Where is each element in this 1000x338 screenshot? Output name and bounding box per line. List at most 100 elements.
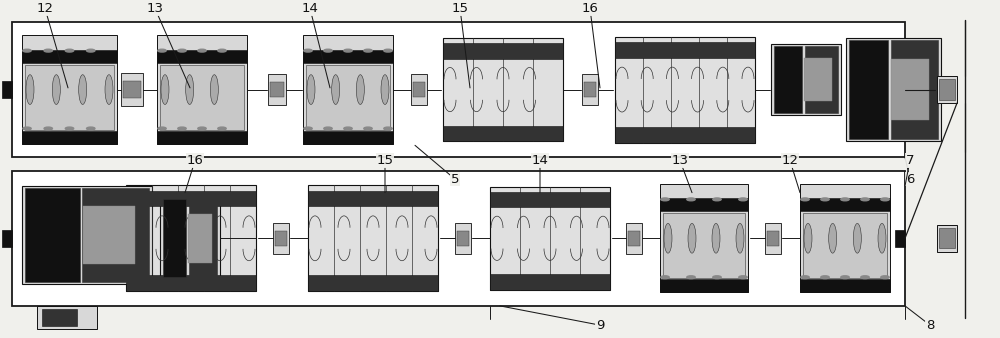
Bar	[12, 171, 905, 306]
Bar	[803, 213, 887, 278]
Bar	[660, 280, 748, 292]
Text: 13: 13	[672, 154, 692, 193]
Bar	[82, 188, 149, 282]
Circle shape	[178, 49, 186, 52]
Bar	[939, 79, 955, 100]
Text: 12: 12	[782, 154, 800, 193]
Bar	[42, 309, 77, 326]
Text: 16: 16	[185, 154, 203, 193]
Bar	[615, 42, 755, 58]
Bar	[891, 40, 938, 139]
Circle shape	[324, 127, 332, 130]
Ellipse shape	[688, 223, 696, 253]
Text: 16: 16	[582, 2, 600, 88]
Bar	[584, 82, 596, 97]
Bar	[121, 73, 143, 106]
Ellipse shape	[105, 75, 113, 104]
Bar	[157, 131, 247, 144]
Text: 15: 15	[452, 2, 470, 88]
Circle shape	[739, 198, 747, 201]
Ellipse shape	[804, 223, 812, 253]
Bar	[660, 198, 748, 211]
Bar	[626, 223, 642, 254]
Ellipse shape	[26, 75, 34, 104]
Text: 14: 14	[532, 154, 548, 193]
Bar	[275, 231, 287, 246]
Text: 14: 14	[302, 2, 330, 88]
Circle shape	[44, 127, 52, 130]
Circle shape	[713, 198, 721, 201]
Ellipse shape	[79, 75, 87, 104]
Circle shape	[344, 49, 352, 52]
Bar	[25, 65, 114, 129]
Bar	[804, 46, 838, 113]
Bar	[443, 38, 563, 141]
Bar	[157, 35, 247, 144]
Text: 12: 12	[36, 2, 68, 88]
Bar	[663, 213, 745, 278]
Ellipse shape	[878, 223, 886, 253]
Bar	[308, 185, 438, 291]
Ellipse shape	[381, 75, 389, 104]
Bar	[767, 231, 779, 246]
Bar	[582, 74, 598, 105]
Bar	[25, 188, 80, 282]
Bar	[846, 38, 941, 141]
Bar	[660, 184, 748, 292]
Bar	[411, 74, 427, 105]
Circle shape	[364, 49, 372, 52]
Circle shape	[687, 276, 695, 279]
Bar	[490, 274, 610, 290]
Text: 15: 15	[376, 154, 394, 193]
Circle shape	[198, 127, 206, 130]
Text: 8: 8	[905, 306, 934, 332]
Circle shape	[687, 198, 695, 201]
Bar	[895, 230, 905, 247]
Circle shape	[841, 198, 849, 201]
Circle shape	[87, 127, 95, 130]
Circle shape	[344, 127, 352, 130]
Bar	[443, 125, 563, 141]
Bar	[303, 50, 393, 63]
Bar	[268, 74, 286, 105]
Ellipse shape	[736, 223, 744, 253]
Bar	[937, 225, 957, 252]
Bar	[126, 275, 256, 291]
Bar	[189, 199, 217, 277]
Circle shape	[821, 276, 829, 279]
Bar	[937, 76, 957, 103]
Ellipse shape	[161, 75, 169, 104]
Circle shape	[861, 198, 869, 201]
Ellipse shape	[712, 223, 720, 253]
Bar	[22, 50, 117, 63]
Bar	[303, 131, 393, 144]
Bar	[455, 223, 471, 254]
Text: 13: 13	[146, 2, 190, 88]
Bar	[800, 184, 890, 292]
Circle shape	[713, 276, 721, 279]
Text: 5: 5	[415, 145, 459, 186]
Bar	[800, 198, 890, 211]
Bar	[774, 46, 802, 113]
Bar	[163, 199, 186, 277]
Ellipse shape	[853, 223, 861, 253]
Circle shape	[65, 49, 74, 52]
Circle shape	[821, 198, 829, 201]
Circle shape	[87, 49, 95, 52]
Ellipse shape	[307, 75, 315, 104]
Bar	[615, 37, 755, 143]
Circle shape	[881, 276, 889, 279]
Circle shape	[178, 127, 186, 130]
Bar	[2, 81, 12, 98]
Bar	[22, 186, 152, 284]
Circle shape	[158, 49, 166, 52]
Circle shape	[23, 49, 31, 52]
Bar	[306, 65, 390, 129]
Bar	[804, 58, 832, 100]
Circle shape	[384, 49, 392, 52]
Circle shape	[158, 127, 166, 130]
Bar	[303, 35, 393, 144]
Bar	[308, 275, 438, 291]
Ellipse shape	[356, 75, 364, 104]
Bar	[849, 40, 888, 139]
